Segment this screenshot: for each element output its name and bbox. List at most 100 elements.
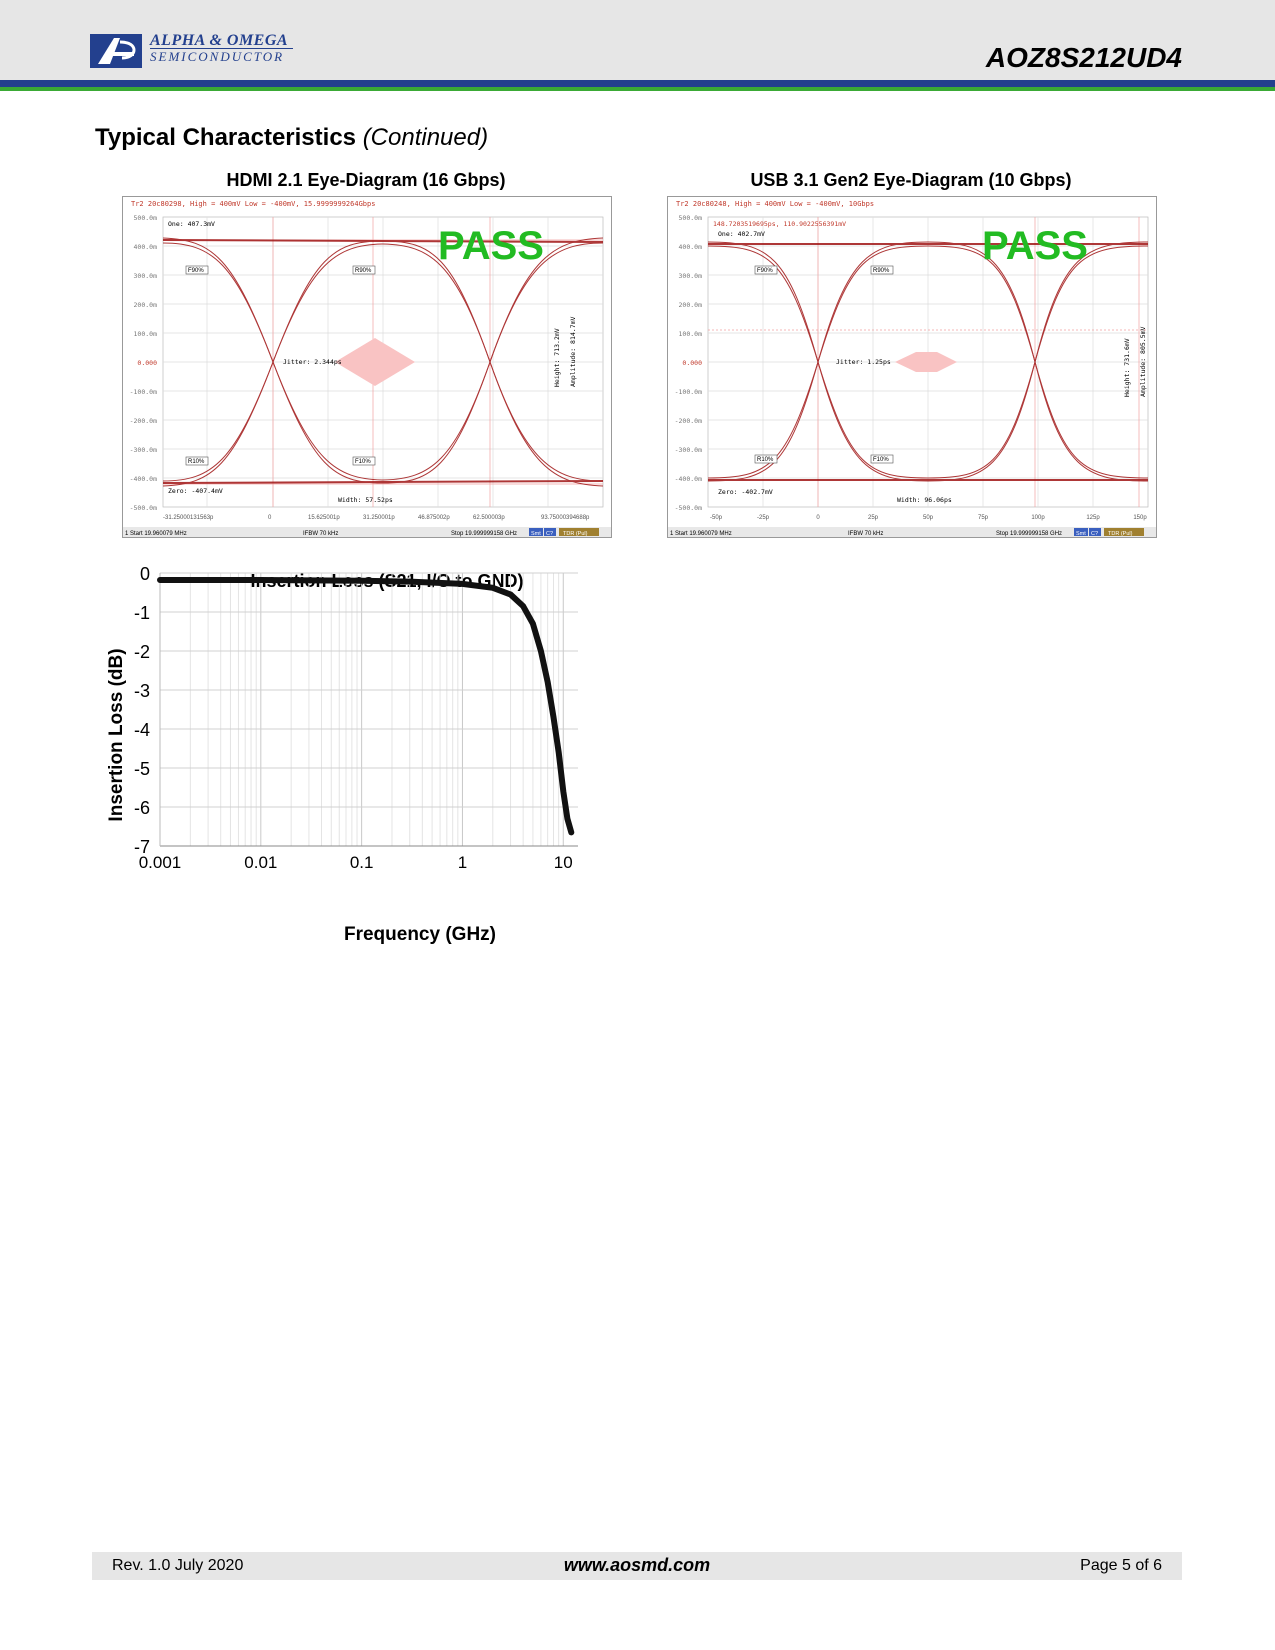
usb-xtick: -25p xyxy=(757,515,770,521)
usb-xtick: 25p xyxy=(868,515,879,521)
hdmi-ytick: 100.0m xyxy=(134,330,158,338)
logo-rule xyxy=(150,48,293,49)
usb-ytick: 200.0m xyxy=(679,301,703,309)
y-tick-label: -5 xyxy=(134,759,150,779)
hdmi-ytick: 300.0m xyxy=(134,272,158,280)
section-title: Typical Characteristics (Continued) xyxy=(95,124,488,152)
hdmi-stop: Stop 19.999999158 GHz xyxy=(451,531,517,537)
x-tick-label: 10 xyxy=(554,853,573,872)
hdmi-marker-f10: F10% xyxy=(355,459,371,465)
usb-ytick: -100.0m xyxy=(675,388,702,396)
hdmi-ytick: 400.0m xyxy=(134,243,158,251)
usb-xtick: -50p xyxy=(710,515,723,521)
x-tick-label: 1 xyxy=(458,853,467,872)
hdmi-eye-traces xyxy=(162,237,604,487)
hdmi-xtick: 31.250001p xyxy=(363,515,395,521)
hdmi-xtick: -31.25000131563p xyxy=(163,515,214,521)
hdmi-ytick: -300.0m xyxy=(130,446,157,454)
hdmi-eye-diagram: Tr2 20c80298, High = 400mV Low = -400mV,… xyxy=(122,196,612,538)
hdmi-tag: Smt xyxy=(531,531,541,537)
usb-ytick: -500.0m xyxy=(675,504,702,512)
x-tick-label: 0.1 xyxy=(350,853,374,872)
usb-cursor-readout: 148.7203519695ps, 110.9022556391mV xyxy=(713,220,846,228)
usb-xtick: 75p xyxy=(978,515,989,521)
usb-x-ticks: -50p -25p 0 25p 50p 75p 100p 125p 150p xyxy=(710,515,1147,521)
usb-markers: F90% R90% R10% F10% xyxy=(754,265,894,464)
usb-eye-diagram: Tr2 20c80248, High = 400mV Low = -400mV,… xyxy=(667,196,1157,538)
usb-ytick: -200.0m xyxy=(675,417,702,425)
y-tick-label: -4 xyxy=(134,720,150,740)
usb-start: 1 Start 19.960079 MHz xyxy=(670,531,732,537)
x-tick-label: 0.01 xyxy=(244,853,277,872)
usb-jitter-readout: Jitter: 1.25ps xyxy=(836,358,891,366)
usb-pass-label: PASS xyxy=(982,224,1088,268)
usb-xtick: 100p xyxy=(1031,515,1045,521)
usb-eye-mask xyxy=(895,352,957,372)
hdmi-marker-r90: R90% xyxy=(355,268,372,274)
chart-y-label: Insertion Loss (dB) xyxy=(106,648,127,821)
company-name: ALPHA & OMEGA xyxy=(150,32,289,49)
insertion-loss-chart: Insertion Loss (S21, I/O to GND) 0-1-2-3… xyxy=(106,565,578,945)
insertion-loss-line xyxy=(157,577,575,836)
usb-ytick: 500.0m xyxy=(679,214,703,222)
usb-ytick: 300.0m xyxy=(679,272,703,280)
hdmi-ytick: 200.0m xyxy=(134,301,158,309)
section-title-main: Typical Characteristics xyxy=(95,124,357,151)
y-tick-label: -6 xyxy=(134,798,150,818)
hdmi-ytick: -400.0m xyxy=(130,475,157,483)
chart-x-label: Frequency (GHz) xyxy=(344,924,496,945)
hdmi-ytick: 0.000 xyxy=(137,359,157,367)
hdmi-amplitude-readout: Amplitude: 814.7mV xyxy=(569,316,577,387)
usb-width-readout: Width: 96.06ps xyxy=(897,496,952,504)
hdmi-height-readout: Height: 713.2mV xyxy=(553,328,561,387)
usb-ytick: -300.0m xyxy=(675,446,702,454)
hdmi-marker-f90: F90% xyxy=(188,268,204,274)
hdmi-xtick: 46.875002p xyxy=(418,515,450,521)
hdmi-xtick: 93.75000394688p xyxy=(541,515,590,521)
y-tick-label: -2 xyxy=(134,642,150,662)
usb-ytick: 100.0m xyxy=(679,330,703,338)
usb-y-ticks: 500.0m 400.0m 300.0m 200.0m 100.0m 0.000… xyxy=(675,214,702,512)
hdmi-ytick: -100.0m xyxy=(130,388,157,396)
usb-xtick: 50p xyxy=(923,515,934,521)
header-stripe-green xyxy=(0,87,1275,91)
hdmi-ytick: -500.0m xyxy=(130,504,157,512)
company-subname: SEMICONDUCTOR xyxy=(150,49,285,64)
hdmi-marker-r10: R10% xyxy=(188,459,205,465)
hdmi-jitter-readout: Jitter: 2.344ps xyxy=(283,358,342,366)
usb-tag: C? xyxy=(1091,531,1098,537)
chart-grid xyxy=(159,572,578,847)
header-bar xyxy=(0,0,1275,80)
header-stripe-blue xyxy=(0,80,1275,87)
usb-eye-traces xyxy=(707,241,1149,482)
chart-x-ticks: 0.001 0.01 0.1 1 10 xyxy=(139,853,573,872)
hdmi-width-readout: Width: 57.52ps xyxy=(338,496,393,504)
footer-website-link[interactable]: www.aosmd.com xyxy=(563,1555,711,1575)
hdmi-xtick: 0 xyxy=(268,515,272,521)
hdmi-xtick: 15.625001p xyxy=(308,515,340,521)
company-logo-icon xyxy=(90,34,142,68)
footer-bar: Rev. 1.0 July 2020 www.aosmd.com Page 5 … xyxy=(92,1552,1182,1580)
hdmi-statusbar xyxy=(123,527,611,537)
usb-ytick: 400.0m xyxy=(679,243,703,251)
hdmi-start: 1 Start 19.960079 MHz xyxy=(125,531,187,537)
usb-eye-title: USB 3.1 Gen2 Eye-Diagram (10 Gbps) xyxy=(750,170,1072,190)
hdmi-ifbw: IFBW 70 kHz xyxy=(303,531,338,537)
hdmi-tag: C? xyxy=(546,531,553,537)
hdmi-x-ticks: -31.25000131563p 0 15.625001p 31.250001p… xyxy=(163,515,590,521)
hdmi-ytick: 500.0m xyxy=(134,214,158,222)
chart-y-ticks: 0 -1 -2 -3 -4 -5 -6 -7 xyxy=(134,565,150,857)
x-tick-label: 0.001 xyxy=(139,853,182,872)
usb-stop: Stop 19.999999158 GHz xyxy=(996,531,1062,537)
hdmi-eye-mask xyxy=(335,338,415,386)
usb-tag: TDR (Pul) xyxy=(1108,531,1133,537)
usb-xtick: 150p xyxy=(1133,515,1147,521)
hdmi-status: Tr2 20c80298, High = 400mV Low = -400mV,… xyxy=(131,200,375,208)
usb-marker-f90: F90% xyxy=(757,268,773,274)
y-tick-label: -1 xyxy=(134,603,150,623)
usb-status: Tr2 20c80248, High = 400mV Low = -400mV,… xyxy=(676,200,874,208)
hdmi-zero-readout: Zero: -407.4mV xyxy=(168,487,223,495)
part-number: AOZ8S212UD4 xyxy=(985,42,1182,73)
usb-statusbar xyxy=(668,527,1156,537)
usb-ytick: -400.0m xyxy=(675,475,702,483)
